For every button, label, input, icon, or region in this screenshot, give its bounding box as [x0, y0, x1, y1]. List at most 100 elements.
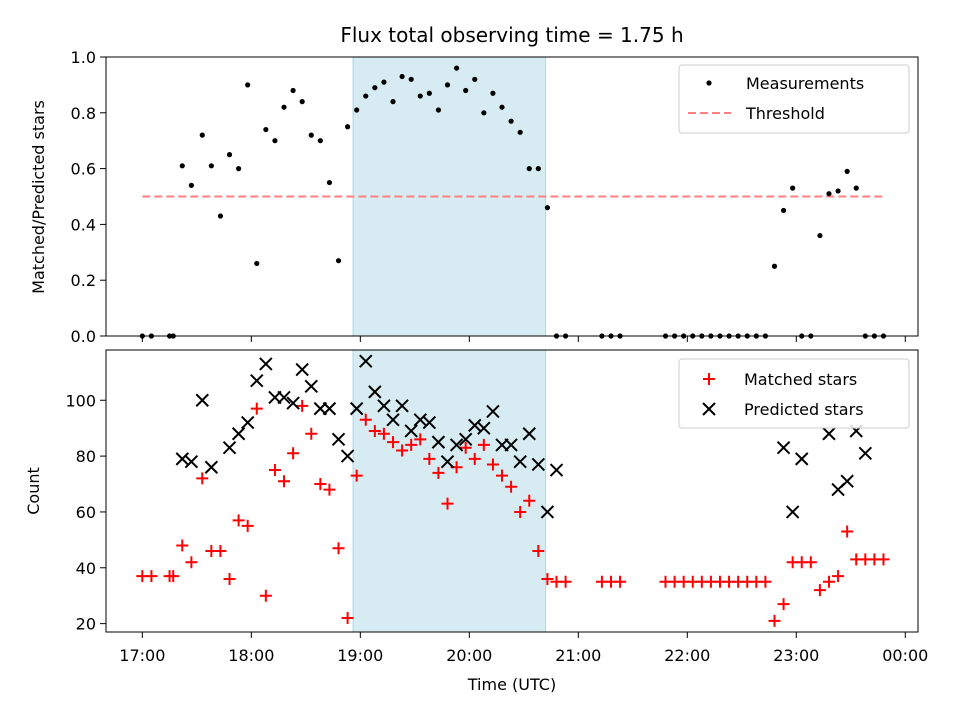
matched-star-point	[505, 480, 518, 493]
measurement-point	[826, 191, 832, 197]
matched-star-point	[278, 475, 291, 488]
bottom-xtick-label: 23:00	[773, 646, 819, 665]
predicted-star-point	[259, 357, 273, 371]
predicted-star-point	[340, 449, 355, 463]
predicted-star-point	[549, 463, 564, 477]
bottom-ytick-label: 80	[76, 447, 96, 466]
matched-star-point	[759, 575, 772, 588]
matched-star-point	[250, 402, 263, 415]
predicted-star-point	[277, 390, 291, 405]
top-axes-frame	[105, 56, 919, 337]
predicted-star-point	[404, 424, 418, 438]
measurement-point	[444, 82, 451, 88]
measurement-point	[853, 185, 859, 191]
bottom-xtick-label: 20:00	[446, 646, 492, 665]
bottom-xtick-label: 17:00	[119, 646, 165, 665]
measurement-point	[463, 87, 469, 94]
matched-star-point	[314, 478, 327, 491]
predicted-star-point	[386, 413, 400, 427]
matched-star-point	[405, 438, 418, 451]
bottom-panel: 20 40 60 80 100 17:00 18:00 19:00 20:00 21:00 22:…	[24, 349, 928, 694]
matched-star-point	[368, 424, 381, 437]
measurement-point	[435, 107, 442, 113]
predicted-star-point	[477, 421, 491, 435]
measurement-point	[381, 79, 387, 85]
predicted-star-point	[486, 404, 500, 419]
predicted-star-point	[540, 505, 555, 519]
bottom-xtick-label: 19:00	[337, 646, 383, 665]
measurement-point	[408, 76, 414, 82]
predicted-star-point	[304, 379, 318, 394]
legend-measurements-marker	[706, 80, 712, 86]
legend-measurements-label: Measurements	[746, 74, 864, 93]
bottom-y-ticks: 20 40 60 80 100	[65, 391, 106, 634]
predicted-star-point	[331, 432, 346, 447]
matched-star-point	[414, 433, 427, 446]
measurement-point	[817, 232, 823, 239]
bottom-legend: Matched stars Predicted stars	[678, 358, 910, 429]
bottom-xtick-label: 00:00	[882, 646, 928, 665]
bottom-xtick-label: 22:00	[664, 646, 710, 665]
matched-star-point	[477, 438, 490, 451]
top-y-ticks: 0.0 0.2 0.4 0.6 0.8 1.0	[71, 48, 106, 346]
bottom-plot-marks	[136, 354, 890, 627]
matched-star-point	[841, 525, 854, 538]
measurement-point	[299, 99, 305, 105]
matched-star-point	[423, 452, 436, 465]
matched-star-point	[813, 584, 826, 597]
predicted-star-point	[250, 374, 264, 388]
measurement-point	[508, 118, 514, 124]
matched-star-point	[486, 458, 499, 471]
bottom-ytick-label: 20	[76, 615, 96, 634]
measurement-point	[535, 166, 541, 172]
top-panel: 0.0 0.2 0.4 0.6 0.8 1.0 Matched/Predicted sta…	[29, 48, 919, 346]
measurement-point	[417, 93, 423, 99]
top-ytick-label: 0.4	[71, 215, 96, 234]
top-y-axis-label: Matched/Predicted stars	[29, 100, 48, 294]
measurement-point	[290, 87, 296, 94]
predicted-star-point	[184, 454, 199, 469]
predicted-star-point	[395, 399, 409, 413]
highlight-span-rect	[352, 349, 547, 633]
predicted-star-point	[531, 457, 546, 472]
predicted-star-point	[440, 454, 455, 469]
legend-predicted-marker	[702, 402, 716, 416]
measurement-point	[481, 110, 487, 116]
top-plot-marks	[139, 65, 887, 339]
matched-star-point	[387, 436, 400, 449]
predicted-star-point	[286, 396, 300, 410]
predicted-star-point	[449, 438, 464, 452]
top-ytick-label: 0.8	[71, 104, 96, 123]
measurement-point	[472, 76, 478, 82]
matched-star-point	[614, 575, 627, 588]
top-legend-box	[678, 64, 910, 134]
measurement-point	[317, 138, 323, 144]
predicted-star-point	[431, 435, 446, 449]
top-x-ticks	[141, 336, 906, 342]
predicted-star-point	[204, 460, 219, 474]
measurement-point	[771, 263, 778, 269]
matched-star-point	[223, 572, 236, 585]
measurement-point	[188, 182, 194, 188]
matched-star-point	[214, 545, 227, 558]
measurement-point	[354, 107, 360, 113]
top-ytick-label: 1.0	[71, 48, 96, 67]
predicted-star-point	[222, 441, 237, 455]
predicted-star-point	[368, 385, 382, 399]
predicted-star-point	[413, 413, 427, 427]
legend-matched-label: Matched stars	[744, 370, 857, 389]
predicted-star-point	[231, 427, 246, 441]
matched-star-point	[396, 444, 409, 457]
matched-star-point	[341, 612, 354, 625]
measurement-point	[254, 260, 260, 267]
bottom-axes-frame	[105, 349, 919, 633]
bottom-ytick-label: 100	[65, 391, 96, 410]
matched-star-point	[332, 542, 345, 555]
measurement-point	[835, 188, 841, 194]
matched-star-point	[185, 556, 198, 569]
predicted-star-point	[522, 427, 536, 441]
predicted-star-point	[504, 438, 518, 452]
measurement-point	[179, 163, 185, 169]
predicted-star-point	[840, 474, 854, 488]
